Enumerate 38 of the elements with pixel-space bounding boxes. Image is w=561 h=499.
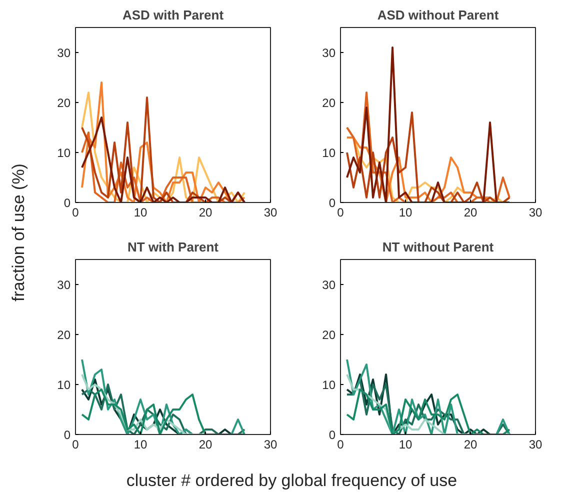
x-tick-label: 30 [528,206,542,220]
y-tick-label: 30 [322,278,336,292]
y-tick-label: 10 [322,146,336,160]
x-tick-label: 20 [464,206,478,220]
x-tick-label: 0 [337,438,344,452]
x-tick-label: 30 [528,438,542,452]
x-tick-label: 0 [72,206,80,220]
x-tick-label: 30 [264,206,278,220]
x-tick-label: 30 [264,438,278,452]
chart-title: ASD without Parent [377,8,500,22]
chart-title: NT with Parent [127,240,220,254]
x-tick-label: 0 [337,206,344,220]
x-tick-label: 10 [398,438,412,452]
y-tick-label: 0 [328,428,336,442]
y-tick-label: 10 [57,378,71,392]
y-axis-title: fraction of use (%) [9,164,28,302]
y-tick-label: 20 [322,96,336,110]
x-tick-label: 10 [134,438,148,452]
y-tick-label: 20 [57,96,71,110]
chart-title: NT without Parent [382,240,494,254]
y-tick-label: 0 [328,196,336,210]
x-tick-label: 20 [198,438,212,452]
x-axis-title: cluster # ordered by global frequency of use [126,470,458,490]
x-tick-label: 20 [464,438,478,452]
y-tick-label: 30 [322,46,336,60]
y-tick-label: 20 [57,328,71,342]
x-tick-label: 0 [72,438,80,452]
y-tick-label: 0 [64,196,71,210]
y-tick-label: 0 [64,428,71,442]
y-tick-label: 10 [322,378,336,392]
y-tick-label: 10 [57,146,71,160]
y-tick-label: 30 [57,278,71,292]
x-tick-label: 20 [198,206,212,220]
y-tick-label: 20 [322,328,336,342]
chart-title: ASD with Parent [122,8,224,22]
x-tick-label: 10 [134,206,148,220]
y-tick-label: 30 [57,46,71,60]
x-tick-label: 10 [398,206,412,220]
